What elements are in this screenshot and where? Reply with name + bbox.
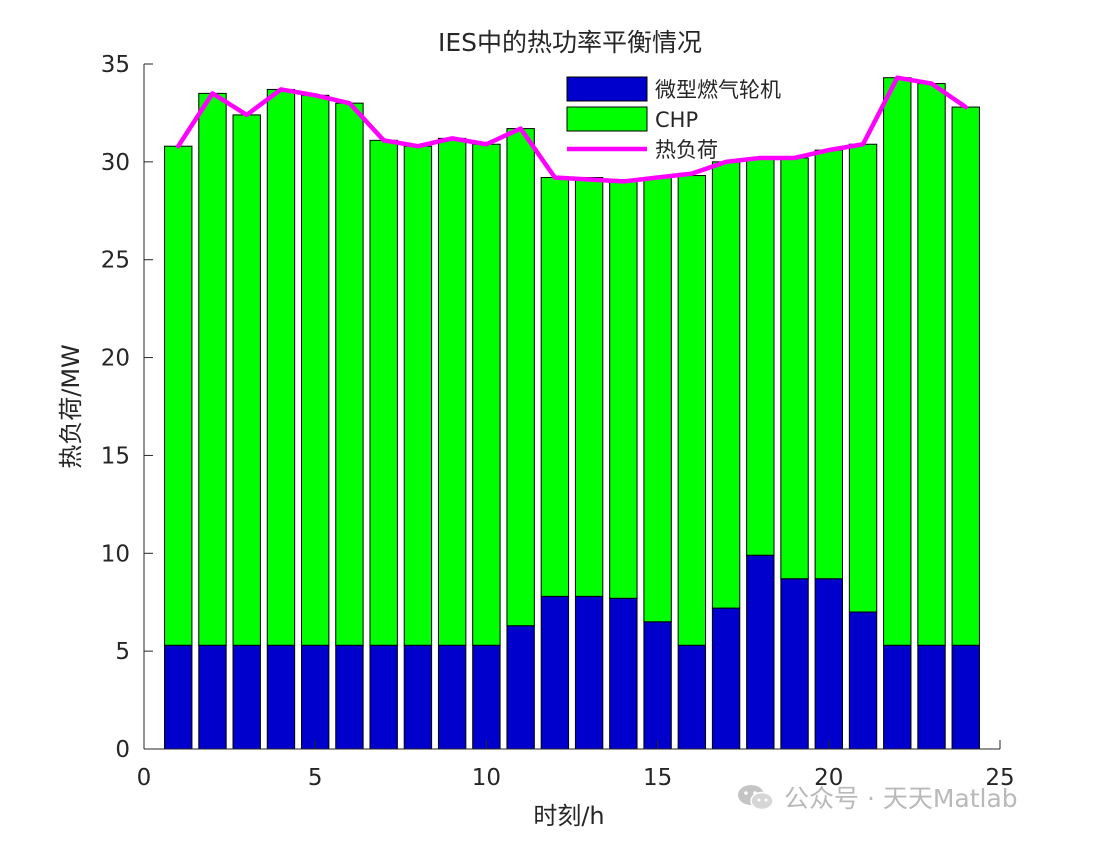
y-axis-label: 热负荷/MW — [57, 344, 85, 469]
legend-swatch-0 — [566, 76, 648, 102]
bar-chp-5 — [301, 94, 330, 646]
y-tick-label-25: 25 — [101, 248, 130, 274]
bar-chp-12 — [540, 177, 570, 597]
bar-turbine-2 — [198, 644, 227, 750]
bar-turbine-10 — [472, 644, 501, 750]
bar-turbine-17 — [711, 607, 741, 750]
bar-chp-7 — [369, 139, 398, 646]
bar-turbine-18 — [746, 554, 775, 750]
bar-turbine-4 — [266, 644, 296, 750]
bar-turbine-22 — [883, 644, 912, 750]
bar-chp-2 — [198, 92, 227, 646]
y-tick-label-0: 0 — [115, 737, 130, 763]
chart-title: IES中的热功率平衡情况 — [438, 28, 702, 57]
y-tick-label-35: 35 — [101, 52, 130, 78]
bar-chp-24 — [951, 106, 980, 646]
y-tick-label-30: 30 — [101, 150, 130, 176]
bar-chp-10 — [472, 143, 501, 646]
bar-chp-18 — [746, 157, 775, 556]
bar-turbine-21 — [848, 611, 878, 750]
bar-turbine-19 — [780, 578, 809, 750]
bar-chp-15 — [643, 177, 672, 623]
bar-turbine-5 — [301, 644, 330, 750]
bar-chp-8 — [403, 145, 433, 646]
bar-chp-17 — [711, 161, 741, 609]
bar-chp-23 — [917, 83, 946, 646]
y-tick-label-5: 5 — [115, 639, 130, 665]
x-tick-label-15: 15 — [643, 765, 672, 791]
bar-chp-20 — [814, 149, 843, 580]
bar-chp-4 — [266, 88, 296, 646]
bar-chp-3 — [232, 114, 261, 646]
legend-swatch-1 — [566, 106, 648, 132]
x-tick-label-5: 5 — [308, 765, 323, 791]
bar-turbine-11 — [506, 625, 535, 750]
x-tick-label-0: 0 — [137, 765, 152, 791]
bar-turbine-15 — [643, 621, 672, 750]
legend-label-1: CHP — [655, 108, 698, 132]
watermark-text: 公众号 · 天天Matlab — [784, 784, 1018, 813]
bar-chp-1 — [164, 145, 193, 646]
x-tick-label-20: 20 — [814, 765, 843, 791]
bar-turbine-24 — [951, 644, 980, 750]
heat-load-line — [175, 75, 969, 184]
y-tick-label-10: 10 — [101, 541, 130, 567]
bar-turbine-20 — [814, 578, 843, 750]
bar-chp-11 — [506, 128, 535, 627]
bar-turbine-12 — [540, 595, 570, 750]
x-axis-label: 时刻/h — [533, 802, 604, 830]
bar-turbine-7 — [369, 644, 398, 750]
bar-turbine-6 — [335, 644, 364, 750]
bar-turbine-23 — [917, 644, 946, 750]
bar-turbine-14 — [609, 597, 638, 750]
bar-turbine-8 — [403, 644, 433, 750]
bar-turbine-9 — [437, 644, 467, 750]
y-tick-label-15: 15 — [101, 443, 130, 469]
bar-chp-22 — [883, 77, 912, 646]
legend-label-0: 微型燃气轮机 — [655, 78, 781, 102]
x-tick-label-10: 10 — [472, 765, 501, 791]
bar-chp-13 — [574, 177, 604, 597]
bar-chp-14 — [609, 178, 638, 599]
bar-turbine-3 — [232, 644, 261, 750]
bar-chp-9 — [437, 137, 467, 646]
bar-turbine-16 — [677, 644, 707, 750]
watermark: 公众号 · 天天Matlab — [736, 780, 1018, 814]
bar-chp-19 — [780, 157, 809, 580]
bar-chp-6 — [335, 102, 364, 646]
bar-turbine-1 — [164, 644, 193, 750]
wechat-icon — [738, 785, 774, 811]
bar-turbine-13 — [574, 595, 604, 750]
bar-chp-16 — [677, 175, 707, 646]
bar-chp-21 — [848, 143, 878, 613]
y-tick-label-20: 20 — [101, 346, 130, 372]
legend-label-2: 热负荷 — [655, 138, 718, 162]
x-tick-label-25: 25 — [985, 765, 1014, 791]
